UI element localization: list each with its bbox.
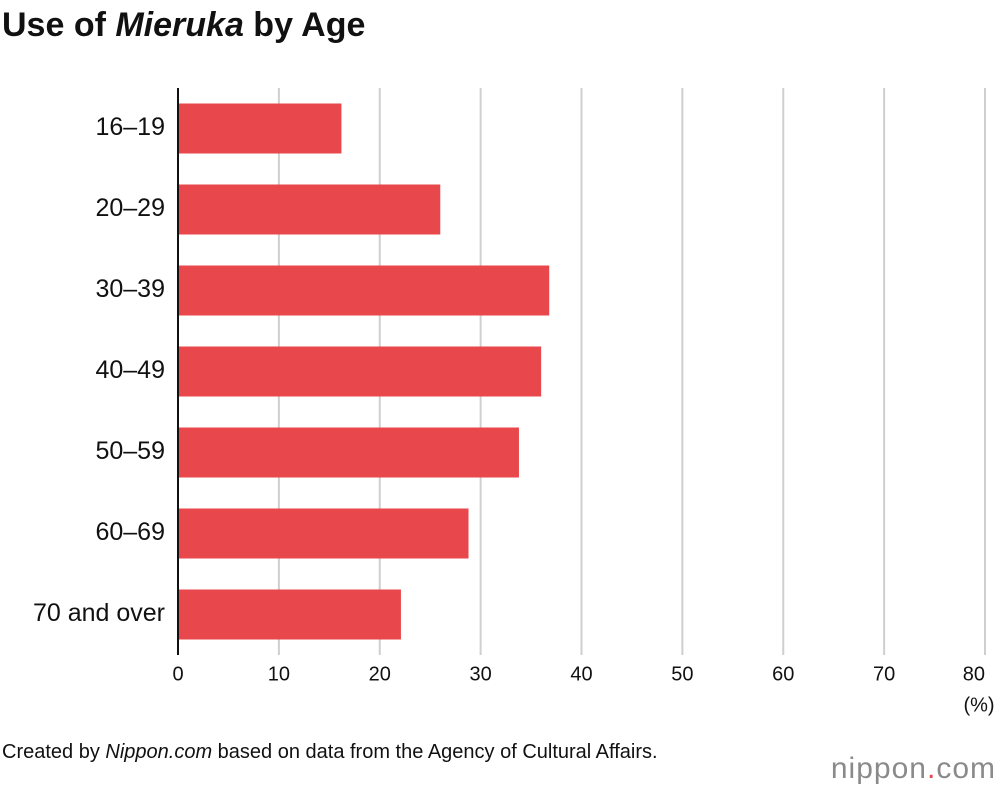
title-part: Mieruka [115, 6, 244, 44]
bar [178, 346, 542, 397]
y-tick-label: 20–29 [95, 194, 165, 222]
bar [178, 184, 441, 235]
x-tick-label: 30 [470, 663, 492, 685]
logo-part: nippon [830, 752, 927, 785]
x-tick-label: 80 [963, 663, 985, 685]
logo: nippon.com [831, 752, 996, 786]
title-part: by Age [243, 6, 366, 44]
bar [178, 427, 519, 478]
y-tick-label: 40–49 [95, 356, 165, 384]
bar [178, 589, 401, 640]
bar [178, 265, 550, 316]
x-tick-label: 0 [172, 663, 183, 685]
x-tick-label: 50 [671, 663, 693, 685]
source-part: Created by [2, 741, 106, 763]
bar [178, 508, 469, 559]
y-tick-label: 60–69 [95, 518, 165, 546]
chart-title: Use of Mieruka by Age [2, 6, 365, 45]
title-part: Use of [2, 6, 116, 44]
logo-part: com [936, 752, 996, 785]
y-tick-label: 50–59 [95, 437, 165, 465]
source-part: Nippon.com [105, 741, 213, 763]
y-tick-label: 30–39 [95, 275, 165, 303]
y-tick-label: 70 and over [33, 599, 165, 627]
chart: 0 10 20 30 40 50 60 70 80 (%) 16–19 20–29 30–39 40–49… [33, 88, 995, 716]
x-tick-label: 20 [369, 663, 391, 685]
x-tick-label: 70 [873, 663, 895, 685]
x-tick-label: 10 [268, 663, 290, 685]
x-tick-label: 40 [570, 663, 592, 685]
bar [178, 103, 342, 154]
source-note: Created by Nippon.com based on data from… [2, 740, 682, 765]
x-tick-label: 60 [772, 663, 794, 685]
logo-part: . [926, 752, 937, 785]
source-part: based on data from the Agency of Cultura… [212, 741, 658, 763]
y-tick-label: 16–19 [95, 113, 165, 141]
x-axis-label: (%) [963, 694, 994, 716]
